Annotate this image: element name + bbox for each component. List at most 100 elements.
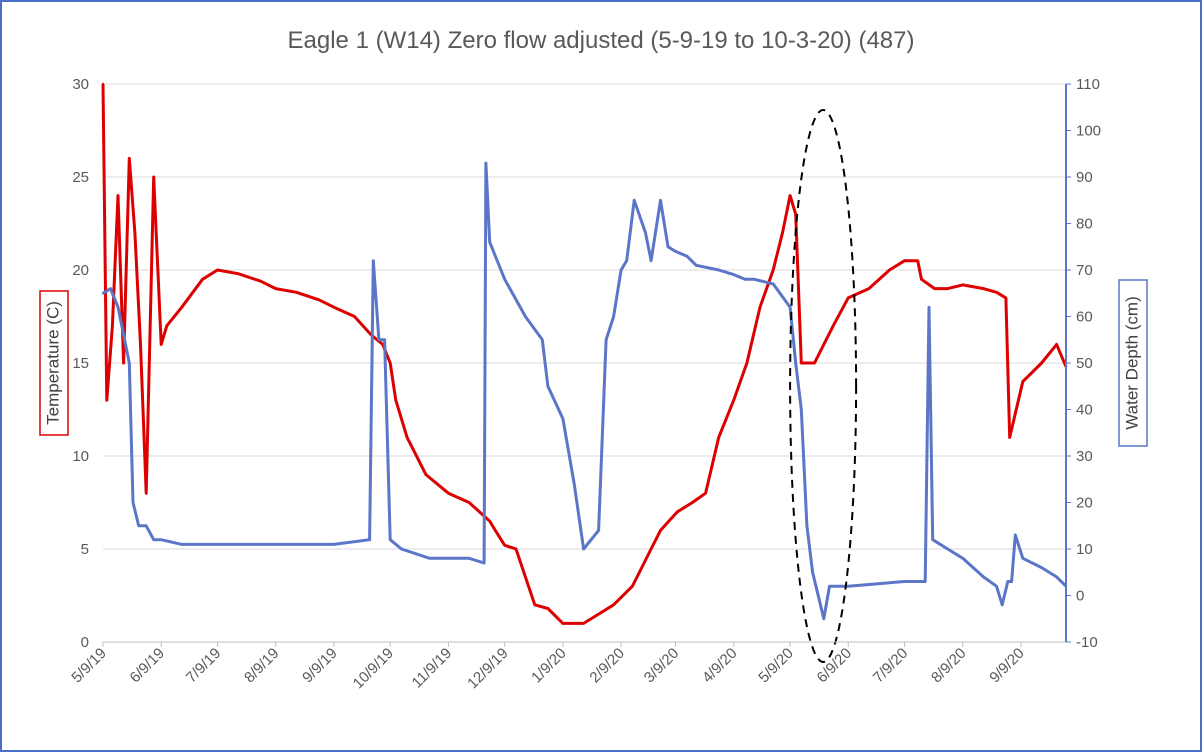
data-point bbox=[1001, 603, 1004, 606]
data-point bbox=[811, 571, 814, 574]
data-point bbox=[788, 194, 792, 197]
data-point bbox=[604, 338, 608, 341]
data-point bbox=[137, 524, 140, 527]
data-point bbox=[467, 501, 471, 504]
data-point bbox=[180, 543, 183, 546]
axes-group: 0 5 10 15 20 25 30 -10 0 10 20 30 40 50 60 70 80 90 100 110… bbox=[68, 76, 1101, 692]
x-tick-label: 5/9/20 bbox=[755, 645, 797, 687]
y-left-tick-label: 15 bbox=[72, 355, 89, 372]
y-left-tick-label: 10 bbox=[72, 448, 89, 465]
data-point bbox=[732, 399, 735, 402]
data-point bbox=[781, 231, 784, 234]
data-point bbox=[758, 306, 762, 309]
data-point bbox=[447, 492, 450, 495]
data-point bbox=[503, 544, 506, 547]
data-point bbox=[691, 501, 694, 504]
data-point bbox=[666, 245, 670, 248]
data-point bbox=[546, 385, 550, 388]
data-point bbox=[389, 538, 392, 541]
y-right-tick-label: 30 bbox=[1076, 448, 1093, 465]
data-point bbox=[139, 343, 142, 346]
data-point bbox=[633, 199, 636, 202]
data-point bbox=[903, 580, 906, 583]
data-point bbox=[152, 175, 155, 179]
data-point bbox=[152, 538, 155, 541]
data-point bbox=[1004, 296, 1008, 300]
data-point bbox=[274, 543, 277, 546]
data-point bbox=[753, 278, 756, 281]
data-point bbox=[561, 622, 565, 625]
data-point bbox=[794, 361, 797, 365]
data-point bbox=[116, 194, 120, 197]
y-left-tick-label: 30 bbox=[72, 76, 89, 93]
data-point bbox=[216, 268, 219, 272]
data-point bbox=[1055, 575, 1058, 579]
data-point bbox=[597, 529, 600, 532]
data-point bbox=[927, 306, 931, 309]
data-point bbox=[317, 298, 321, 301]
x-tick-label: 7/9/20 bbox=[870, 645, 912, 687]
data-point bbox=[612, 603, 615, 606]
data-point bbox=[817, 594, 820, 597]
y-right-tick-label: -10 bbox=[1076, 634, 1098, 651]
x-tick-label: 7/9/19 bbox=[183, 645, 225, 687]
data-point bbox=[924, 580, 927, 583]
data-point bbox=[128, 361, 131, 365]
data-point bbox=[389, 361, 392, 365]
data-point bbox=[659, 529, 662, 532]
data-point bbox=[1008, 436, 1011, 439]
data-point bbox=[676, 510, 679, 513]
data-point bbox=[920, 278, 923, 281]
x-tick-label: 12/9/19 bbox=[464, 645, 511, 692]
x-tick-label: 6/9/20 bbox=[814, 645, 856, 687]
data-point bbox=[160, 343, 163, 346]
y-right-label-box bbox=[1118, 279, 1148, 447]
data-point bbox=[822, 617, 825, 620]
data-point bbox=[353, 315, 356, 318]
data-point bbox=[541, 338, 544, 341]
x-tick-label: 6/9/19 bbox=[127, 645, 169, 687]
data-point bbox=[180, 306, 183, 309]
y-right-tick-label: 60 bbox=[1076, 309, 1093, 326]
data-point bbox=[1010, 580, 1013, 583]
data-point bbox=[573, 482, 576, 486]
data-point bbox=[1014, 533, 1017, 537]
data-point bbox=[546, 607, 550, 610]
data-point bbox=[145, 524, 148, 527]
x-tick-label: 11/9/19 bbox=[409, 645, 456, 692]
data-point bbox=[995, 291, 998, 294]
data-point bbox=[813, 361, 816, 365]
data-point bbox=[1040, 361, 1043, 365]
data-point bbox=[128, 157, 131, 160]
data-point bbox=[377, 338, 381, 341]
data-point bbox=[111, 324, 114, 327]
data-point bbox=[109, 287, 112, 290]
data-point bbox=[1006, 580, 1009, 583]
data-point bbox=[649, 547, 653, 551]
y-right-tick-label: 110 bbox=[1076, 76, 1100, 93]
y-right-tick-label: 100 bbox=[1076, 123, 1101, 140]
annotation-ellipse bbox=[789, 109, 858, 663]
data-point bbox=[488, 519, 491, 523]
data-point bbox=[704, 492, 707, 495]
x-tick-label: 8/9/20 bbox=[928, 645, 970, 687]
data-point bbox=[847, 585, 850, 588]
data-point bbox=[805, 524, 809, 527]
y-right-tick-label: 90 bbox=[1076, 169, 1093, 186]
data-point bbox=[368, 538, 371, 541]
x-tick-label: 8/9/19 bbox=[241, 645, 283, 687]
data-point bbox=[631, 585, 634, 588]
data-point bbox=[832, 324, 835, 327]
y-right-tick-label: 20 bbox=[1076, 495, 1093, 512]
data-point bbox=[424, 473, 428, 476]
data-point bbox=[447, 557, 450, 560]
data-point bbox=[644, 231, 647, 234]
series-group bbox=[101, 82, 1068, 625]
data-point bbox=[612, 315, 615, 318]
data-point bbox=[903, 259, 906, 262]
y-left-tick-label: 20 bbox=[72, 262, 89, 279]
data-point bbox=[405, 436, 409, 439]
data-point bbox=[695, 264, 698, 267]
